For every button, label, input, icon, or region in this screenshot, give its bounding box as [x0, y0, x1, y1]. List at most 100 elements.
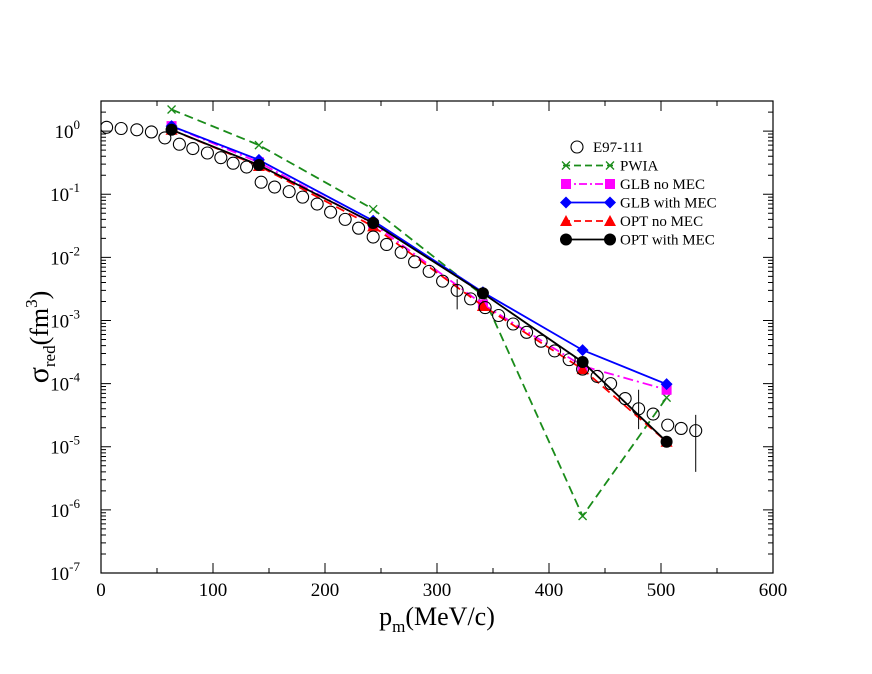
- data-point: [324, 205, 338, 219]
- legend-label: PWIA: [620, 159, 658, 175]
- data-point: [268, 180, 282, 194]
- data-point: [590, 369, 604, 383]
- x-tick-label: 500: [647, 580, 676, 601]
- data-point: [200, 146, 214, 160]
- x-tick-label: 600: [759, 580, 788, 601]
- data-point: [408, 255, 422, 269]
- y-tick-label: 10-7: [50, 559, 80, 585]
- series-marker: [476, 287, 489, 300]
- y-tick-label: 10-4: [50, 370, 80, 396]
- series-marker: [660, 378, 673, 391]
- data-point: [450, 283, 464, 297]
- data-point: [144, 125, 158, 139]
- legend: E97-111 PWIA GLB no MEC GLB with MEC OPT no …: [560, 140, 717, 249]
- series-opt-no-mec: [165, 123, 673, 447]
- series-marker: [576, 344, 589, 357]
- x-tick-label: 100: [199, 580, 228, 601]
- legend-marker: [561, 179, 571, 189]
- data-point: [114, 121, 128, 136]
- series-marker: [167, 105, 177, 114]
- data-point: [254, 175, 268, 189]
- data-point: [618, 392, 632, 406]
- legend-label: OPT no MEC: [620, 214, 703, 230]
- data-point: [130, 123, 144, 137]
- x-tick-label: 400: [535, 580, 564, 601]
- data-point: [101, 120, 114, 134]
- data-point: [520, 325, 534, 339]
- series-marker: [476, 299, 489, 311]
- data-point: [282, 185, 296, 199]
- y-tick-label: 10-1: [50, 180, 80, 206]
- series-marker: [254, 140, 264, 150]
- data-point: [548, 344, 562, 358]
- y-axis-title: σred(fm3): [22, 291, 59, 384]
- y-tick-label: 10-5: [50, 433, 80, 459]
- y-tick-label: 10-6: [50, 496, 80, 522]
- data-point: [464, 292, 478, 306]
- legend-label: OPT with MEC: [620, 233, 715, 249]
- data-point: [436, 274, 450, 288]
- legend-marker: [604, 233, 616, 246]
- series-marker: [576, 356, 589, 369]
- series-marker: [165, 123, 178, 136]
- legend-label: GLB with MEC: [620, 196, 717, 212]
- x-tick-label: 300: [423, 580, 452, 601]
- series-marker: [252, 159, 265, 172]
- data-point: [186, 141, 200, 156]
- data-point: [506, 317, 520, 331]
- legend-marker: [570, 140, 584, 154]
- legend-item: E97-111: [570, 140, 644, 156]
- data-point: [478, 301, 492, 315]
- y-tick-label: 100: [55, 117, 81, 143]
- legend-marker: [560, 196, 572, 209]
- data-point: [689, 424, 703, 438]
- data-point: [562, 353, 576, 367]
- data-point: [352, 221, 366, 235]
- tick-labels: 0 100 200 300 400 500 600 10-7 10-6 10-5 10-4 10-3 1…: [50, 117, 787, 601]
- legend-label: E97-111: [593, 140, 644, 156]
- y-tick-label: 10-3: [50, 306, 80, 332]
- data-point: [158, 131, 172, 145]
- data-point: [296, 190, 310, 204]
- data-point: [310, 197, 324, 211]
- legend-item: PWIA: [561, 159, 658, 175]
- series-marker: [578, 511, 588, 521]
- series-marker: [662, 393, 672, 403]
- legend-marker: [604, 196, 616, 209]
- data-point: [604, 377, 618, 391]
- data-point: [380, 237, 394, 252]
- series-line: [171, 128, 668, 443]
- data-point: [674, 421, 688, 435]
- x-axis-title: pm(MeV/c): [379, 602, 495, 636]
- data-point: [492, 308, 506, 323]
- legend-marker: [560, 215, 572, 226]
- data-point: [338, 212, 352, 226]
- data-point: [534, 334, 548, 348]
- data-point: [240, 160, 254, 174]
- y-tick-label: 10-2: [50, 243, 80, 269]
- series-line: [171, 125, 667, 386]
- series-layer: [101, 105, 703, 521]
- data-point: [366, 230, 380, 244]
- legend-item: GLB no MEC: [561, 177, 705, 193]
- series-line: [171, 108, 668, 518]
- legend-label: GLB no MEC: [620, 177, 705, 193]
- legend-marker: [605, 161, 615, 170]
- series-glb-with-mec: [165, 120, 673, 391]
- data-point: [422, 264, 436, 278]
- legend-item: OPT with MEC: [560, 233, 715, 249]
- series-line: [171, 128, 668, 443]
- series-marker: [367, 217, 380, 230]
- data-point: [661, 418, 675, 432]
- legend-marker: [605, 179, 615, 189]
- x-tick-label: 200: [311, 580, 340, 601]
- plot-frame: [100, 100, 774, 574]
- legend-item: GLB with MEC: [560, 196, 717, 212]
- series-marker: [660, 435, 673, 448]
- series-marker: [368, 204, 378, 214]
- data-point: [214, 151, 228, 165]
- legend-marker: [560, 233, 572, 246]
- data-point: [632, 402, 646, 416]
- legend-marker: [561, 161, 571, 170]
